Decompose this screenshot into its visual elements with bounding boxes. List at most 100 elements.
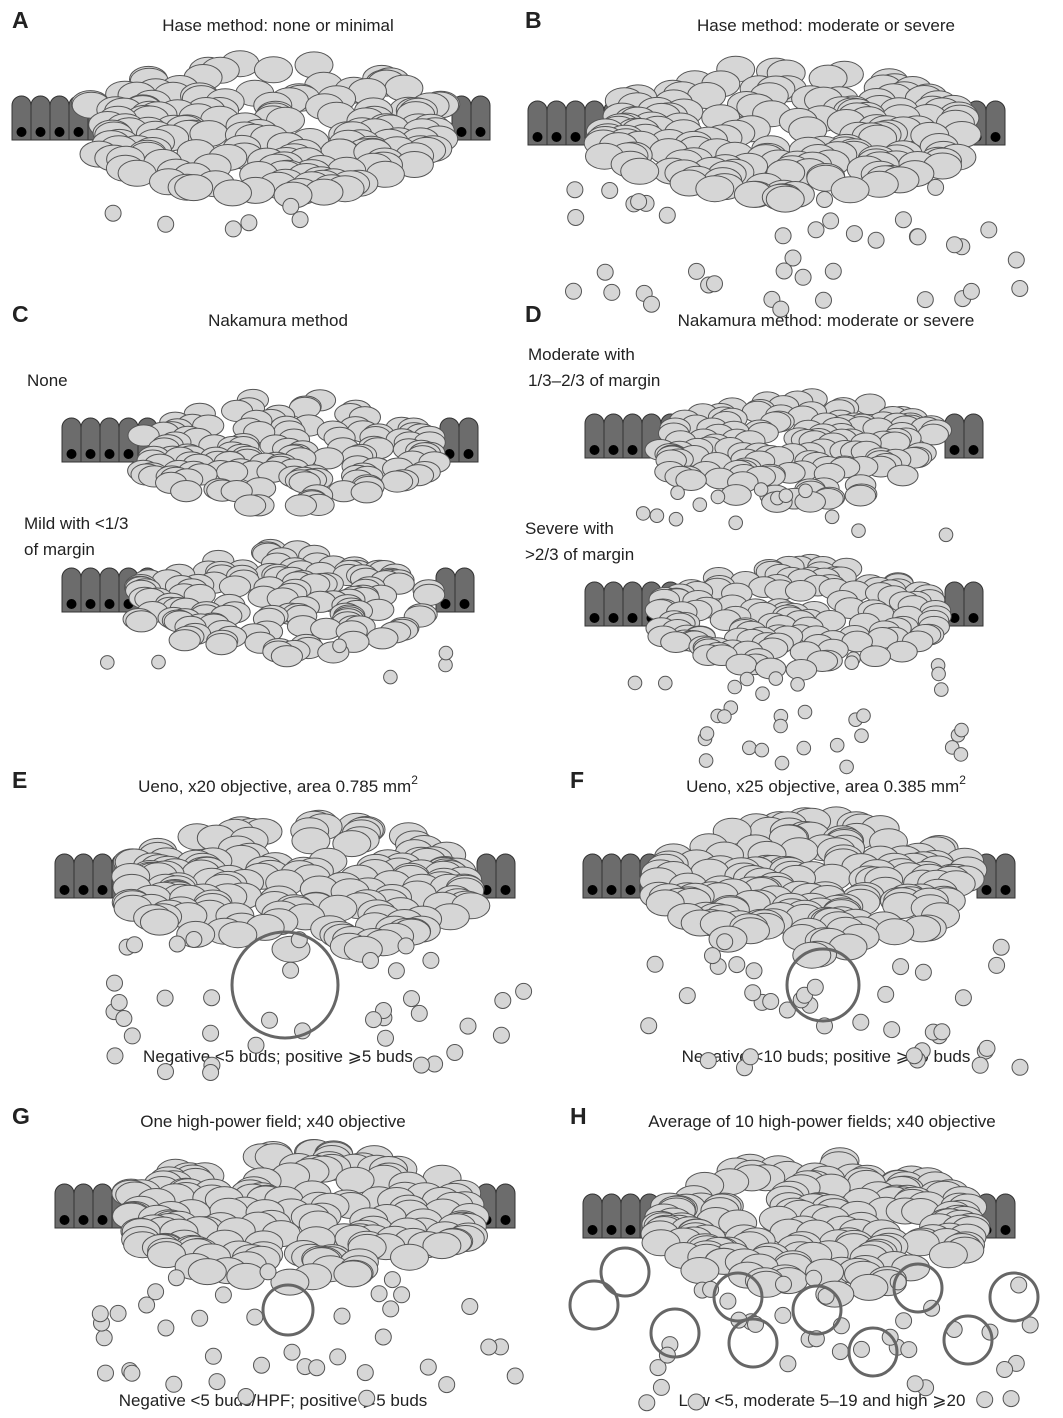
tumour-cell [844,484,877,507]
panel-title: Hase method: moderate or severe [697,16,955,35]
nucleus [459,599,470,609]
tumour-cell [886,640,918,663]
tissue [582,806,1029,1077]
tumour-bud [745,962,763,980]
tumour-bud [668,511,684,527]
tumour-cell [849,1273,889,1301]
field-circle [649,1307,701,1359]
panel-title: One high-power field; x40 objective [140,1112,406,1131]
tumour-cell [725,653,758,676]
nucleus [551,132,562,142]
field-circle [892,1262,944,1314]
nucleus [949,445,960,455]
tumour-bud [422,951,440,969]
tumour-bud [754,742,770,758]
tumour-bud [237,1388,255,1405]
tumour-bud [362,952,379,969]
tumour-bud [282,961,300,979]
tumour-bud [95,1329,113,1347]
tumour-bud [914,963,932,981]
tumour-bud [954,989,972,1007]
tumour-bud [824,509,840,525]
nucleus [16,127,27,137]
epithelial-cell [458,417,479,463]
tumour-cell [350,481,383,504]
panel-letter: D [525,301,542,327]
grade-label: 1/3–2/3 of margin [528,371,660,390]
tumour-bud [699,1052,717,1070]
tumour-bud [126,936,143,954]
tumour-bud [412,1056,430,1074]
tumour-bud [773,718,788,734]
tumour-bud [91,1305,109,1323]
tumour-bud [670,485,685,501]
tumour-bud [308,1359,326,1377]
tumour-cell [170,480,203,503]
nucleus [589,613,600,623]
panel-letter: E [12,767,27,793]
tumour-bud [909,228,927,246]
tumour-bud [410,1004,428,1022]
nucleus [625,1225,636,1235]
field-circle [568,1279,620,1331]
tumour-bud [419,1358,437,1376]
nucleus [1000,885,1011,895]
tumour-bud [931,666,946,682]
tumour-bud [933,1023,951,1041]
tumour-bud [946,236,963,254]
tumour-bud [938,527,954,543]
tumour-bud [829,737,845,753]
tumour-bud [905,1047,923,1065]
tumour-bud [224,220,242,238]
tumour-cell [213,179,252,207]
tumour-bud [853,1340,870,1358]
nucleus [532,132,543,142]
tumour-bud [883,1021,901,1039]
tumour-bud [151,654,166,670]
nucleus [66,449,77,459]
tumour-bud [1021,1316,1039,1334]
tumour-bud [147,1283,165,1301]
tumour-bud [822,212,840,230]
grade-label: Severe with [525,519,614,538]
tumour-bud [996,1361,1014,1378]
tumour-bud [962,282,980,300]
tumour-bud [603,283,621,301]
nucleus [606,1225,617,1235]
nucleus [78,1215,89,1225]
tumour-bud [742,740,757,756]
nucleus [97,1215,108,1225]
tumour-bud [717,709,732,724]
tumour-bud [640,1017,658,1035]
tumour-bud [106,974,123,992]
tumour-cell [254,56,293,84]
tumour-bud [774,755,790,771]
field-circle [847,1326,899,1378]
tumour-bud [845,225,863,243]
nucleus [587,1225,598,1235]
nucleus [104,449,115,459]
tumour-bud [839,759,854,775]
tissue [61,388,479,517]
tissue [11,50,491,238]
tumour-bud [867,231,885,249]
tumour-bud [851,523,866,539]
nucleus [59,1215,70,1225]
panel-letter: B [525,7,542,33]
tumour-bud [109,1304,127,1322]
tumour-bud [382,1300,400,1318]
tumour-bud [247,1036,265,1054]
tumour-bud [755,686,770,702]
tumour-cell [875,918,915,946]
tumour-bud [796,740,812,756]
tumour-bud [1011,1058,1029,1076]
tumour-bud [900,1341,918,1359]
tumour-bud [203,989,221,1007]
tumour-bud [123,1027,141,1045]
tumour-bud [387,962,405,980]
nucleus [54,127,65,137]
nucleus [589,445,600,455]
tumour-bud [831,1343,849,1361]
tumour-cell [660,631,692,653]
tumour-bud [393,1286,411,1304]
